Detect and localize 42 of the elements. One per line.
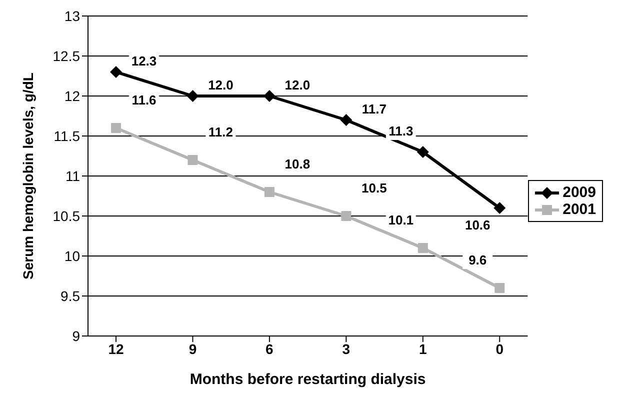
point [188,155,198,165]
data-label: 10.8 [284,156,310,172]
point [494,202,506,214]
x-tick-label: 0 [496,340,504,357]
y-axis-title: Serum hemoglobin levels, g/dL [20,72,36,280]
data-label: 12.3 [131,53,157,68]
data-label: 12.0 [284,77,310,92]
point [341,211,352,221]
x-tick-label: 9 [188,340,197,357]
data-label: 11.6 [132,92,156,108]
y-tick-label: 12.5 [52,48,80,64]
point [340,114,352,126]
data-label: 11.3 [388,123,414,138]
y-tick-label: 11 [65,168,80,184]
data-label: 10.1 [388,212,414,228]
x-tick-label: 3 [342,340,350,357]
y-tick-label: 10.5 [52,208,80,224]
y-tick-label: 13 [64,8,80,24]
data-label: 10.6 [464,217,490,232]
y-tick-label: 9 [72,328,80,344]
point [494,283,505,293]
legend-label: 2009 [562,184,596,201]
legend-label: 2001 [562,201,596,218]
point [264,187,274,197]
data-label: 10.5 [362,180,387,196]
y-tick-label: 10 [64,248,80,264]
point [418,243,428,253]
point [416,146,429,158]
point [111,123,121,133]
point [186,90,199,102]
y-tick-label: 9.5 [60,288,80,304]
data-label: 9.6 [468,252,487,268]
x-tick-label: 1 [419,340,427,357]
point [110,66,122,78]
y-tick-label: 12 [64,88,80,104]
data-label: 12.0 [208,77,234,92]
data-label: 11.7 [362,101,386,116]
x-tick-label: 6 [266,340,274,357]
y-tick-label: 11.5 [54,128,80,144]
x-tick-label: 12 [108,340,124,357]
x-axis-title: Months before restarting dialysis [190,371,426,388]
data-label: 11.2 [208,124,234,140]
